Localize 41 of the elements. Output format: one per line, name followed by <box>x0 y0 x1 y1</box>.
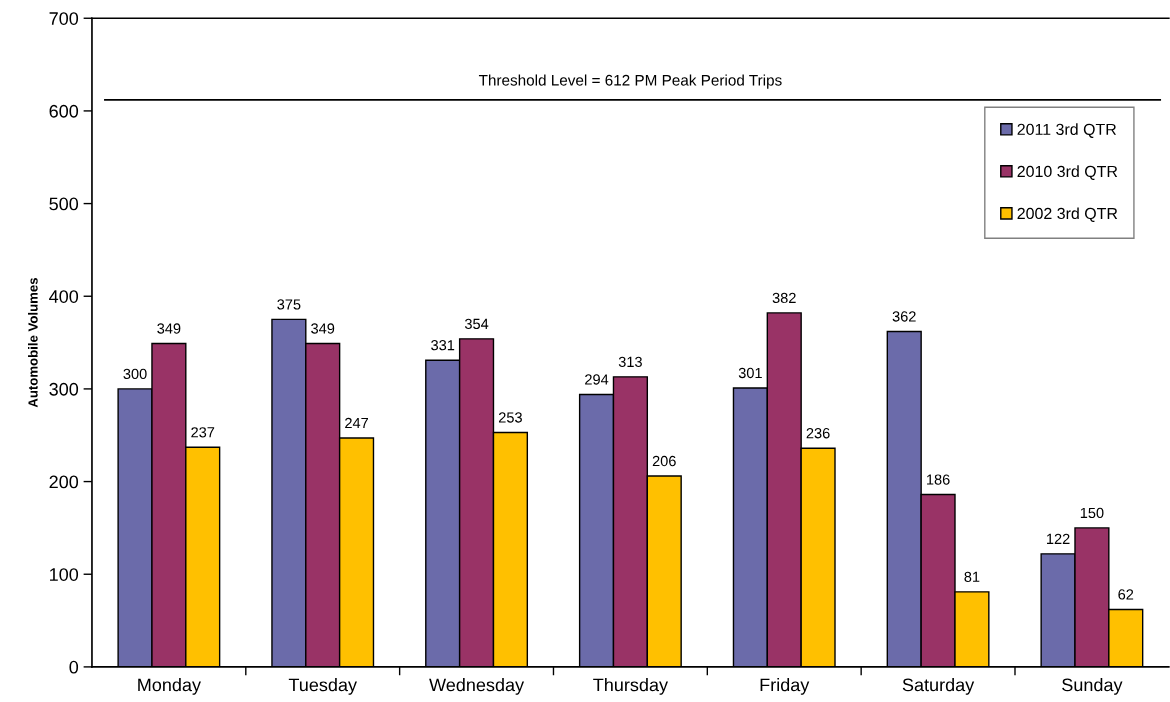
data-label: 349 <box>157 323 181 334</box>
x-tick-label: Sunday <box>1062 678 1123 695</box>
data-label: 375 <box>277 299 301 310</box>
y-tick-label: 100 <box>50 568 79 581</box>
data-label: 62 <box>1118 589 1134 600</box>
data-label: 301 <box>738 367 762 379</box>
y-tick-label: 500 <box>49 197 79 211</box>
data-label: 206 <box>652 455 676 467</box>
y-tick-label: 0 <box>69 660 79 674</box>
y-tick-label: 600 <box>49 104 79 118</box>
data-label: 313 <box>618 356 642 368</box>
y-tick-label: 300 <box>49 382 79 396</box>
data-label: 237 <box>191 427 215 438</box>
legend-label: 2002 3rd QTR <box>1017 207 1118 222</box>
data-label: 186 <box>927 474 950 485</box>
x-tick-label: Tuesday <box>288 678 357 695</box>
data-label: 247 <box>345 417 368 429</box>
data-label: 331 <box>431 340 455 351</box>
legend-label: 2011 3rd QTR <box>1017 123 1117 138</box>
data-label: 349 <box>311 323 335 334</box>
x-tick-label: Saturday <box>902 678 975 695</box>
data-label: 382 <box>772 292 796 304</box>
data-label: 294 <box>585 374 609 385</box>
x-tick-label: Friday <box>760 678 810 695</box>
y-axis-title: Automobile Volumes <box>28 277 38 408</box>
data-label: 122 <box>1047 533 1070 544</box>
data-label: 300 <box>123 368 147 380</box>
data-label: 253 <box>498 412 522 423</box>
legend-label: 2010 3rd QTR <box>1017 165 1118 180</box>
data-label: 150 <box>1080 507 1104 519</box>
x-tick-label: Wednesday <box>429 678 525 695</box>
data-label: 362 <box>892 311 916 322</box>
x-tick-label: Thursday <box>593 678 668 695</box>
data-label: 236 <box>806 428 830 439</box>
data-label: 81 <box>964 571 980 583</box>
ref-line-label: Threshold Level = 612 PM Peak Period Trips <box>478 74 782 89</box>
data-label: 354 <box>464 318 489 330</box>
y-tick-label: 700 <box>49 12 79 25</box>
x-tick-label: Monday <box>138 678 201 695</box>
y-tick-label: 400 <box>49 290 79 303</box>
y-tick-label: 200 <box>49 475 79 489</box>
